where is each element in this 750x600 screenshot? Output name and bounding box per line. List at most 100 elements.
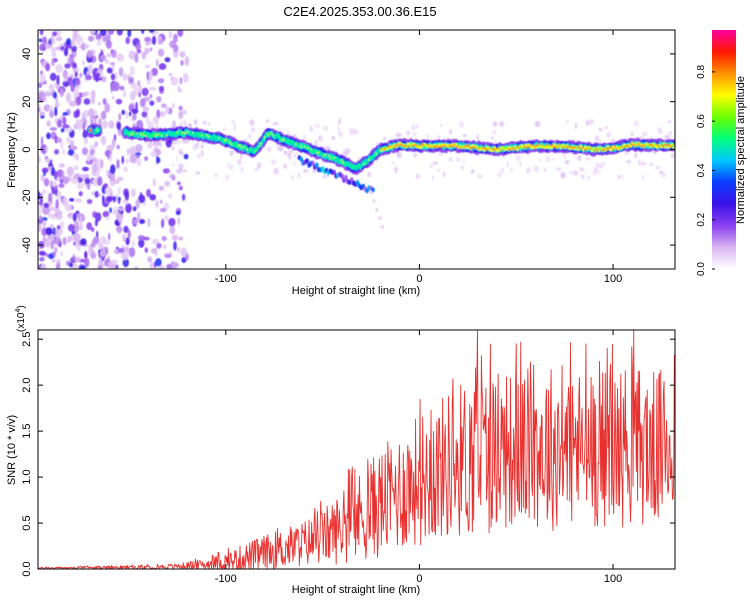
noise-blob <box>132 206 137 212</box>
snr-y-label: SNR (10 * v/v) <box>6 415 18 485</box>
snr-multiplier-close: ) <box>16 305 27 308</box>
noise-blob <box>110 48 114 55</box>
track-blob <box>652 145 654 148</box>
noise-blob <box>67 235 72 243</box>
noise-blob <box>84 177 91 184</box>
noise-blob <box>101 138 106 146</box>
track-blob <box>539 144 541 147</box>
colorbar: 0.0 0.2 0.4 0.6 0.8 Normalized spectral ampl… <box>696 30 747 276</box>
track-blob <box>399 143 402 146</box>
haze-blob <box>587 175 590 180</box>
track-blob <box>279 136 282 141</box>
track-blob <box>521 146 524 149</box>
track-blob <box>281 138 283 141</box>
track-blob <box>614 145 616 148</box>
track-blob <box>260 142 262 145</box>
haze-blob <box>655 165 661 170</box>
noise-blob <box>111 66 115 72</box>
noise-blob <box>63 41 67 49</box>
track-blob <box>406 144 408 147</box>
noise-blob <box>125 203 132 214</box>
track-blob <box>146 132 149 137</box>
haze-blob <box>231 119 236 124</box>
y-tick-label: 40 <box>21 48 33 60</box>
haze-blob <box>265 119 270 124</box>
haze-blob <box>393 166 398 174</box>
noise-blob <box>49 223 54 229</box>
track-blob <box>410 144 412 147</box>
noise-blob <box>52 31 58 37</box>
noise-blob <box>39 30 44 36</box>
haze-blob <box>670 152 675 159</box>
noise-blob <box>161 236 167 242</box>
haze-blob <box>346 148 351 155</box>
track-blob <box>97 127 101 133</box>
noise-blob <box>128 111 132 117</box>
noise-blob <box>152 116 159 124</box>
noise-blob <box>57 169 63 177</box>
noise-blob <box>76 35 81 46</box>
track-blob <box>226 139 229 144</box>
noise-blob <box>73 164 79 171</box>
noise-blob <box>97 176 103 187</box>
track-blob <box>331 157 334 162</box>
noise-blob <box>60 251 64 257</box>
track-blob <box>500 146 503 151</box>
noise-blob <box>150 151 158 157</box>
noise-blob <box>94 141 98 148</box>
haze-blob <box>641 131 648 137</box>
noise-blob <box>49 110 54 118</box>
noise-blob <box>122 73 128 81</box>
track-blob <box>270 132 273 135</box>
noise-blob <box>42 94 47 103</box>
noise-blob <box>145 115 149 124</box>
noise-blob <box>42 236 46 242</box>
haze-blob <box>569 170 574 174</box>
noise-blob <box>74 173 81 178</box>
track-blob <box>397 142 400 147</box>
noise-blob <box>52 251 56 256</box>
noise-blob <box>156 58 159 67</box>
noise-blob <box>56 210 63 215</box>
noise-blob <box>42 220 47 227</box>
haze-blob <box>226 161 229 168</box>
haze-blob <box>519 160 522 167</box>
noise-blob <box>57 227 63 237</box>
haze-blob <box>585 157 591 161</box>
track-blob <box>659 144 661 147</box>
noise-blob <box>138 92 141 98</box>
noise-blob <box>184 56 190 66</box>
noise-blob <box>102 98 107 105</box>
haze-blob <box>322 174 326 179</box>
haze-blob <box>668 130 673 136</box>
noise-blob <box>49 206 54 212</box>
noise-blob <box>148 70 153 81</box>
track-blob <box>548 144 550 147</box>
noise-blob <box>144 47 150 55</box>
noise-blob <box>177 216 181 226</box>
track-blob <box>330 157 332 160</box>
noise-blob <box>164 180 171 187</box>
track-blob <box>600 148 602 151</box>
y-tick-label: 1.5 <box>21 423 33 438</box>
track-blob <box>225 138 227 141</box>
haze-blob <box>195 171 201 175</box>
noise-blob <box>38 250 47 256</box>
noise-blob <box>118 113 122 121</box>
haze-blob <box>240 153 243 160</box>
noise-blob <box>82 129 88 139</box>
haze-blob <box>438 152 444 156</box>
noise-blob <box>86 222 93 231</box>
noise-blob <box>94 190 99 198</box>
noise-blob <box>172 120 176 130</box>
track-blob <box>628 145 630 148</box>
haze-blob <box>223 127 226 131</box>
snr-series-line <box>38 330 675 569</box>
x-tick-label: 100 <box>604 273 622 285</box>
noise-blob <box>164 253 172 258</box>
noise-blob <box>123 225 129 233</box>
spectrogram-x-axis: -100 0 100 <box>215 30 622 285</box>
noise-blob <box>141 51 147 60</box>
haze-blob <box>544 155 551 163</box>
track-blob <box>626 144 628 148</box>
